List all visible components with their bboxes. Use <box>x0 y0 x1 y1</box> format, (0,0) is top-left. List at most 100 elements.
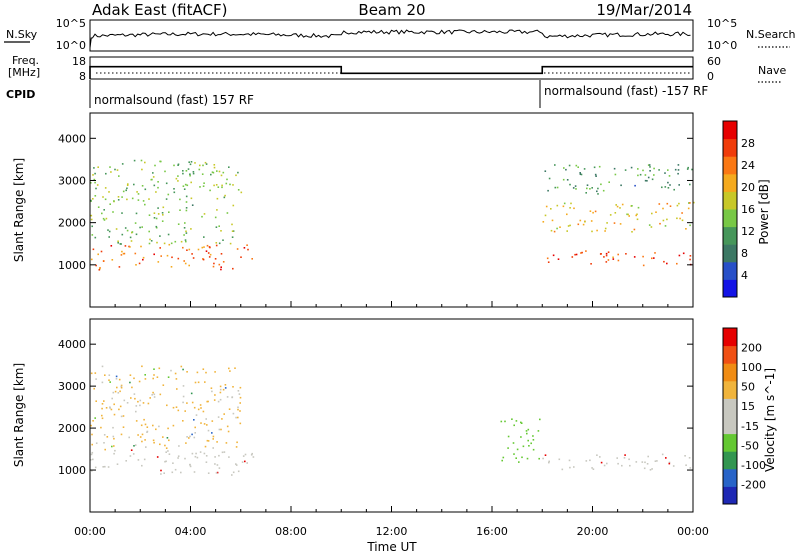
data-cell <box>218 263 221 266</box>
data-cell <box>192 172 195 175</box>
data-cell <box>182 385 185 387</box>
data-cell <box>639 173 642 176</box>
data-cell <box>218 454 220 457</box>
data-cell <box>526 432 528 435</box>
data-cell <box>153 396 156 398</box>
colorbar-swatch <box>723 173 737 192</box>
colorbar-tick-label: 8 <box>741 247 748 260</box>
data-cell <box>220 230 222 232</box>
data-cell <box>116 169 119 171</box>
data-cell <box>188 437 190 439</box>
data-cell <box>641 461 644 463</box>
data-cell <box>220 268 222 271</box>
data-cell <box>579 219 582 222</box>
colorbar-tick-label: -15 <box>741 420 759 433</box>
colorbar-tick-label: 50 <box>741 381 755 394</box>
data-cell <box>205 163 208 165</box>
data-cell <box>228 367 230 370</box>
data-cell <box>200 407 202 409</box>
data-cell <box>193 471 196 473</box>
data-cell <box>673 188 675 191</box>
data-cell <box>189 174 191 177</box>
data-cell <box>113 413 116 416</box>
data-cell <box>201 215 203 218</box>
data-cell <box>213 184 215 187</box>
data-cell <box>160 473 162 475</box>
data-cell <box>651 468 653 470</box>
data-cell <box>232 204 235 207</box>
data-cell <box>182 401 184 404</box>
data-cell <box>191 253 193 255</box>
data-cell <box>676 262 678 265</box>
power-background <box>90 113 693 307</box>
data-cell <box>207 252 210 254</box>
data-cell <box>612 256 614 259</box>
data-cell <box>212 435 215 438</box>
data-cell <box>650 226 653 228</box>
data-cell <box>207 472 210 474</box>
data-cell <box>141 226 143 228</box>
data-cell <box>167 450 169 452</box>
data-cell <box>95 378 97 380</box>
colorbar-tick-label: 200 <box>741 342 762 355</box>
data-cell <box>664 225 667 227</box>
data-cell <box>90 453 93 456</box>
cpid-label: CPID <box>6 88 35 101</box>
data-cell <box>215 472 218 474</box>
data-cell <box>104 448 106 451</box>
data-cell <box>231 223 233 226</box>
data-cell <box>196 371 199 374</box>
data-cell <box>577 223 580 226</box>
data-cell <box>237 390 240 392</box>
data-cell <box>653 174 655 176</box>
data-cell <box>212 447 214 449</box>
data-cell <box>148 198 150 200</box>
data-cell <box>231 474 233 476</box>
data-cell <box>180 365 183 368</box>
data-cell <box>107 229 109 231</box>
data-cell <box>605 252 608 255</box>
data-cell <box>637 168 639 170</box>
data-cell <box>609 214 612 216</box>
data-cell <box>189 163 192 166</box>
data-cell <box>216 170 218 172</box>
data-cell <box>562 205 565 208</box>
data-cell <box>688 457 691 459</box>
data-cell <box>197 381 200 384</box>
data-cell <box>220 428 222 431</box>
data-cell <box>101 212 103 215</box>
colorbar-tick-label: 16 <box>741 203 755 216</box>
data-cell <box>585 460 588 462</box>
data-cell <box>219 391 222 394</box>
data-cell <box>621 203 624 206</box>
data-cell <box>117 240 119 243</box>
data-cell <box>174 372 177 375</box>
data-cell <box>167 193 170 196</box>
data-cell <box>593 166 596 169</box>
data-cell <box>232 230 235 232</box>
data-cell <box>246 462 248 464</box>
data-cell <box>164 460 166 463</box>
data-cell <box>97 206 100 208</box>
data-cell <box>179 198 181 201</box>
data-cell <box>616 457 618 459</box>
data-cell <box>212 438 214 440</box>
data-cell <box>171 256 173 259</box>
data-cell <box>185 207 188 209</box>
data-cell <box>161 220 164 222</box>
data-cell <box>631 205 633 207</box>
freq-label-2: [MHz] <box>8 66 40 79</box>
data-cell <box>235 464 238 466</box>
colorbar-tick-label: -100 <box>741 459 766 472</box>
data-cell <box>102 466 104 468</box>
data-cell <box>166 404 168 407</box>
data-cell <box>624 454 626 456</box>
data-cell <box>214 258 217 260</box>
data-cell <box>114 449 116 452</box>
data-cell <box>113 437 115 440</box>
data-cell <box>634 184 636 187</box>
data-cell <box>179 209 181 211</box>
y-tick-label: 2000 <box>58 422 86 435</box>
data-cell <box>155 226 158 229</box>
data-cell <box>237 189 240 191</box>
